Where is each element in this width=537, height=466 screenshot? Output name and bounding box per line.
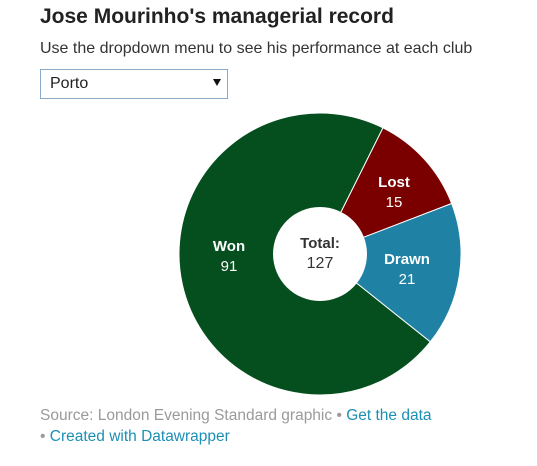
created-with-datawrapper-link[interactable]: Created with Datawrapper bbox=[49, 428, 230, 445]
footer-separator-2: • bbox=[40, 428, 46, 445]
center-total-value: 127 bbox=[307, 255, 334, 272]
club-select-value: Porto bbox=[50, 75, 89, 92]
slice-label-drawn: Drawn bbox=[384, 251, 430, 268]
chart-title: Jose Mourinho's managerial record bbox=[40, 5, 394, 28]
club-select-dropdown[interactable]: Porto bbox=[40, 69, 228, 99]
chart-footer: Source: London Evening Standard graphic … bbox=[40, 405, 520, 447]
slice-won bbox=[178, 112, 431, 396]
center-total-label: Total: bbox=[300, 235, 340, 252]
chart-subtitle: Use the dropdown menu to see his perform… bbox=[40, 40, 473, 57]
slice-label-lost: Lost bbox=[378, 174, 410, 191]
slice-value-drawn: 21 bbox=[399, 271, 416, 288]
slice-lost bbox=[318, 127, 453, 255]
get-data-link[interactable]: Get the data bbox=[346, 407, 432, 424]
footer-separator: • bbox=[336, 407, 342, 424]
slice-value-won: 91 bbox=[221, 258, 238, 275]
donut-hole bbox=[273, 207, 367, 301]
slice-drawn bbox=[319, 202, 462, 343]
dropdown-arrow-icon bbox=[213, 79, 221, 86]
slice-label-won: Won bbox=[213, 238, 245, 255]
source-text: Source: London Evening Standard graphic bbox=[40, 407, 333, 424]
slice-value-lost: 15 bbox=[386, 194, 403, 211]
